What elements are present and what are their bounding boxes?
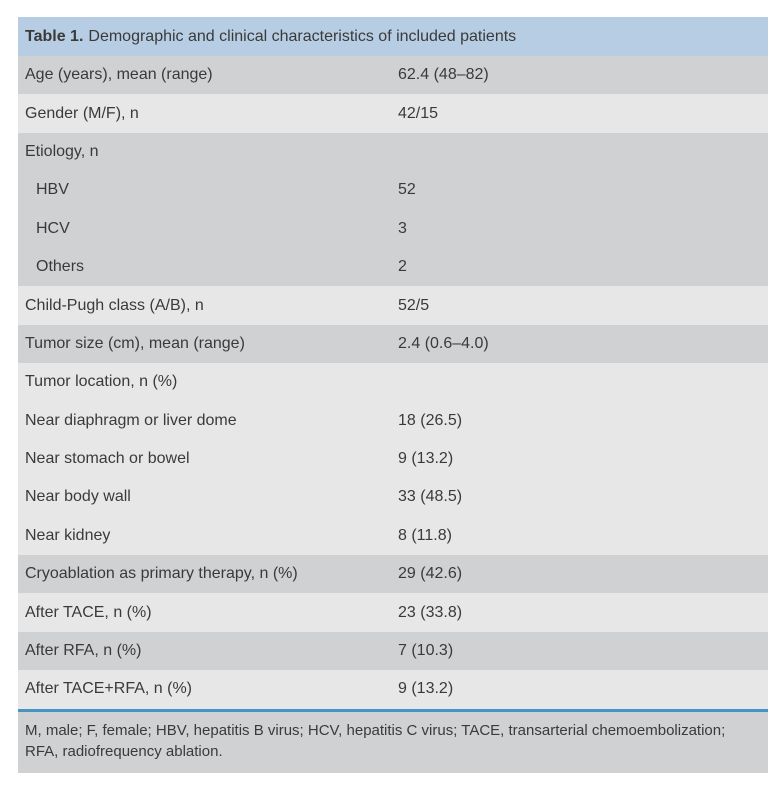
- table-row: Gender (M/F), n 42/15: [18, 94, 768, 133]
- row-value: 29 (42.6): [398, 565, 463, 583]
- row-label: Cryoablation as primary therapy, n (%): [25, 565, 298, 583]
- row-label: Etiology, n: [25, 142, 99, 160]
- row-value: 2: [398, 258, 407, 276]
- row-value: 9 (13.2): [398, 450, 454, 468]
- table-row: After TACE, n (%) 23 (33.8): [18, 593, 768, 632]
- row-label: HCV: [36, 219, 70, 237]
- table-row: Cryoablation as primary therapy, n (%) 2…: [18, 555, 768, 594]
- table-row: Tumor location, n (%): [18, 363, 768, 402]
- table-row: Others 2: [18, 247, 768, 287]
- row-label: Near body wall: [25, 488, 131, 506]
- row-label: Near diaphragm or liver dome: [25, 411, 237, 429]
- row-value: 2.4 (0.6–4.0): [398, 334, 489, 352]
- row-label: Tumor size (cm), mean (range): [25, 334, 245, 352]
- table-row: After RFA, n (%) 7 (10.3): [18, 631, 768, 671]
- table-body: Age (years), mean (range) 62.4 (48–82) G…: [18, 56, 768, 709]
- table-row: Near body wall 33 (48.5): [18, 478, 768, 517]
- row-value: 18 (26.5): [398, 411, 463, 429]
- table-row: Near diaphragm or liver dome 18 (26.5): [18, 401, 768, 440]
- row-value: 9 (13.2): [398, 680, 454, 698]
- table-1: Table 1. Demographic and clinical charac…: [18, 17, 768, 773]
- table-row: Near kidney 8 (11.8): [18, 516, 768, 556]
- row-value: 23 (33.8): [398, 603, 463, 621]
- table-row: Age (years), mean (range) 62.4 (48–82): [18, 56, 768, 95]
- row-label: Age (years), mean (range): [25, 66, 213, 84]
- table-title: Demographic and clinical characteristics…: [88, 27, 517, 45]
- row-label: Gender (M/F), n: [25, 104, 139, 122]
- row-label: After RFA, n (%): [25, 642, 142, 660]
- row-value: 42/15: [398, 104, 439, 122]
- row-value: 52: [398, 181, 416, 199]
- row-value: 33 (48.5): [398, 488, 463, 506]
- table-row: Near stomach or bowel 9 (13.2): [18, 439, 768, 479]
- row-label: Near kidney: [25, 526, 111, 544]
- table-row: Tumor size (cm), mean (range) 2.4 (0.6–4…: [18, 324, 768, 364]
- row-label: Child-Pugh class (A/B), n: [25, 296, 204, 314]
- table-header: Table 1. Demographic and clinical charac…: [18, 17, 768, 56]
- table-row: HBV 52: [18, 171, 768, 210]
- table-number-label: Table 1.: [25, 27, 84, 45]
- row-value: 62.4 (48–82): [398, 66, 489, 84]
- row-value: 52/5: [398, 296, 430, 314]
- table-row: After TACE+RFA, n (%) 9 (13.2): [18, 670, 768, 709]
- table-row: HCV 3: [18, 209, 768, 248]
- row-value: 7 (10.3): [398, 642, 454, 660]
- table-row: Etiology, n: [18, 132, 768, 172]
- row-label: Tumor location, n (%): [25, 373, 178, 391]
- table-row: Child-Pugh class (A/B), n 52/5: [18, 286, 768, 325]
- table-footnote: M, male; F, female; HBV, hepatitis B vir…: [18, 711, 768, 773]
- row-value: 3: [398, 219, 407, 237]
- row-value: 8 (11.8): [398, 526, 452, 544]
- row-label: Others: [36, 258, 85, 276]
- row-label: After TACE, n (%): [25, 603, 152, 621]
- row-label: HBV: [36, 181, 69, 199]
- footnote-divider: [18, 708, 768, 712]
- row-label: After TACE+RFA, n (%): [25, 680, 193, 698]
- row-label: Near stomach or bowel: [25, 450, 190, 468]
